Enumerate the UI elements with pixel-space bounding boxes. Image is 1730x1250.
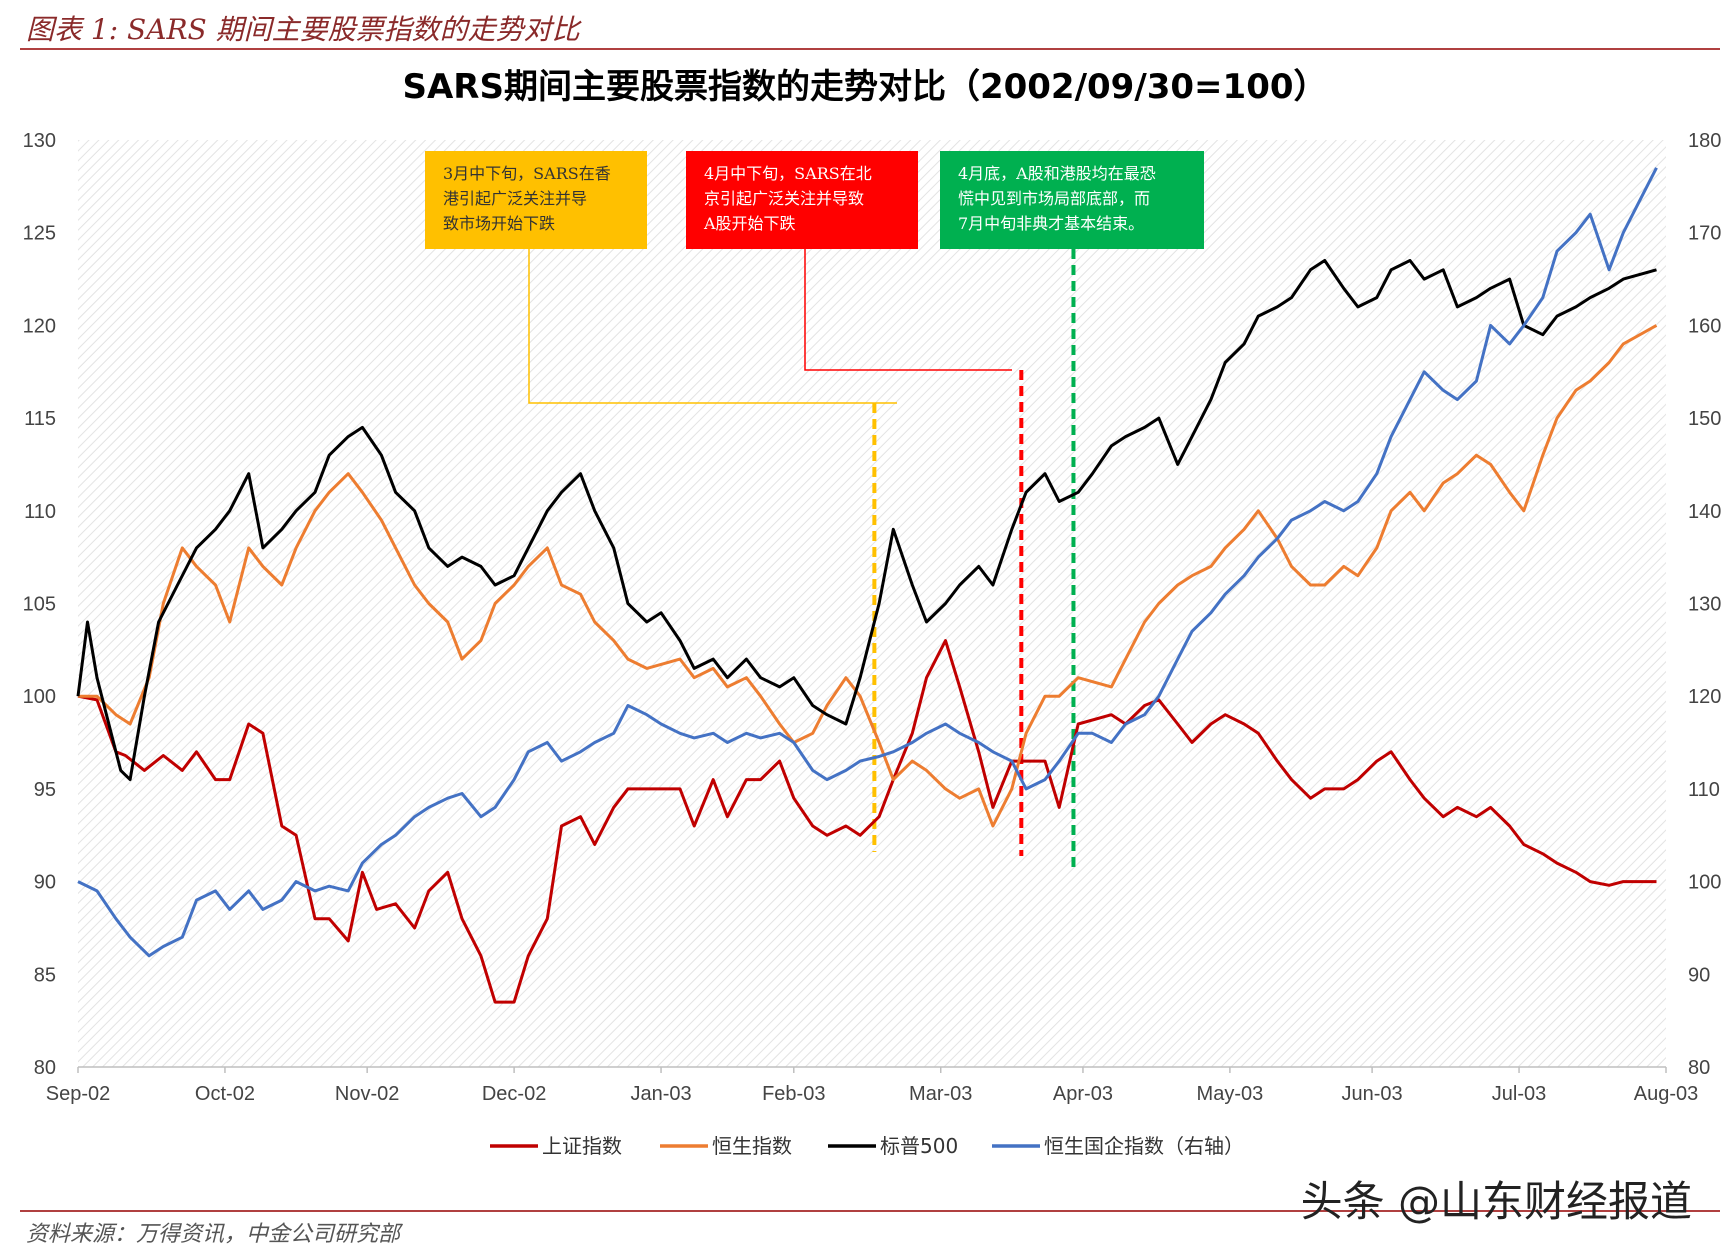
legend-label: 标普500	[880, 1134, 958, 1158]
series-line-2	[76, 259, 1657, 782]
x-tick-label: Sep-02	[46, 1083, 111, 1105]
annotation-leader-1	[804, 249, 1012, 371]
x-tick-label: Oct-02	[195, 1083, 255, 1105]
legend-label: 恒生指数	[712, 1134, 792, 1158]
x-tick-label: May-03	[1197, 1083, 1264, 1105]
x-tick-label: Jun-03	[1342, 1083, 1403, 1105]
plot-area	[78, 140, 1666, 1067]
x-tick-label: Jan-03	[630, 1083, 691, 1105]
y-left-tick-label: 85	[34, 964, 56, 986]
annotation-box-0	[425, 151, 647, 249]
y-left-tick-label: 115	[24, 408, 56, 430]
annotation-text: A股开始下跌	[703, 214, 796, 233]
x-tick-label: Jul-03	[1492, 1083, 1546, 1105]
y-right-tick-label: 140	[1688, 501, 1721, 523]
y-left-tick-label: 125	[23, 223, 56, 245]
y-right-tick-label: 150	[1688, 408, 1721, 430]
y-left-tick-label: 90	[34, 872, 56, 894]
annotation-text: 4月底，A股和港股均在最恐	[958, 164, 1156, 183]
y-right-tick-label: 130	[1688, 594, 1721, 616]
annotation-text: 京引起广泛关注并导致	[704, 189, 864, 208]
annotation-text: 慌中见到市场局部底部，而	[958, 189, 1150, 208]
y-right-tick-label: 80	[1688, 1057, 1710, 1079]
annotation-leader-0	[528, 249, 897, 404]
y-right-tick-label: 160	[1688, 315, 1721, 337]
y-right-tick-label: 100	[1688, 872, 1721, 894]
legend-label: 恒生国企指数（右轴）	[1044, 1134, 1244, 1158]
annotation-box-1	[686, 151, 918, 249]
series-line-3	[77, 167, 1658, 958]
y-left-tick-label: 100	[23, 686, 56, 708]
y-right-tick-label: 170	[1688, 223, 1721, 245]
x-tick-label: Feb-03	[762, 1083, 825, 1105]
y-left-tick-label: 120	[23, 315, 56, 337]
top-rule	[20, 48, 1720, 50]
annotation-text: 7月中旬非典才基本结束。	[958, 214, 1144, 233]
series-line-1	[78, 324, 1658, 828]
annotation-text: 4月中下旬，SARS在北	[704, 164, 872, 183]
legend-label: 上证指数	[542, 1134, 622, 1158]
y-right-tick-label: 180	[1688, 130, 1721, 152]
x-tick-label: Aug-03	[1634, 1083, 1699, 1105]
watermark: 头条 @山东财经报道	[1300, 1177, 1692, 1226]
x-tick-label: Mar-03	[909, 1083, 972, 1105]
source-note: 资料来源：万得资讯，中金公司研究部	[26, 1222, 401, 1247]
y-left-tick-label: 130	[23, 130, 56, 152]
x-tick-label: Dec-02	[482, 1083, 546, 1105]
annotation-box-2	[940, 151, 1204, 249]
chart-svg: SARS期间主要股票指数的走势对比（2002/09/30=100） 3月中下旬，…	[23, 67, 1722, 1158]
y-left-tick-label: 80	[34, 1057, 56, 1079]
y-right-tick-label: 110	[1688, 779, 1720, 801]
y-right-tick-label: 120	[1688, 686, 1721, 708]
y-left-tick-label: 105	[23, 594, 56, 616]
x-tick-label: Apr-03	[1053, 1083, 1113, 1105]
series-line-0	[77, 639, 1657, 1004]
y-left-tick-label: 110	[24, 501, 56, 523]
annotation-text: 致市场开始下跌	[443, 214, 555, 233]
y-left-tick-label: 95	[34, 779, 56, 801]
annotation-text: 3月中下旬，SARS在香	[443, 164, 611, 183]
chart-title: SARS期间主要股票指数的走势对比（2002/09/30=100）	[402, 67, 1327, 107]
bottom-rule	[20, 1210, 1720, 1212]
y-right-tick-label: 90	[1688, 964, 1710, 986]
figure-caption: 图表 1: SARS 期间主要股票指数的走势对比	[26, 13, 580, 46]
x-tick-label: Nov-02	[335, 1083, 399, 1105]
annotation-text: 港引起广泛关注并导	[443, 189, 587, 208]
